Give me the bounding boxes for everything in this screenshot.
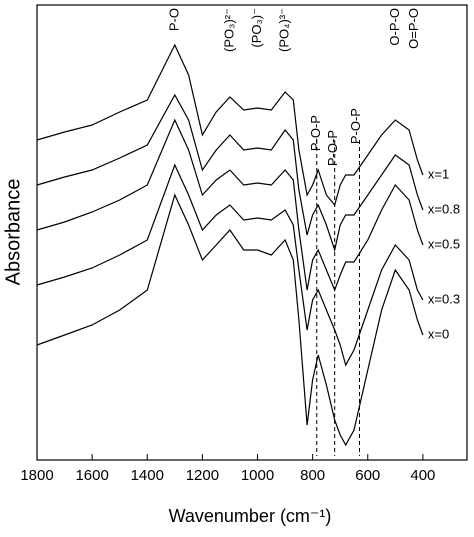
- series-label: x=0.8: [428, 201, 460, 216]
- x-tick-label: 1000: [241, 467, 274, 484]
- annotation: (PO₃)²⁻: [221, 8, 236, 52]
- annotation: P-O-P: [348, 108, 363, 144]
- annotation: O=P-O: [406, 8, 421, 49]
- spectrum-line: [36, 163, 424, 367]
- x-tick-label: 1600: [75, 467, 108, 484]
- annotation: P-O-P: [308, 115, 323, 151]
- annotation: P-O-P: [325, 130, 340, 166]
- spectrum-line: [36, 43, 424, 207]
- series-label: x=0.5: [428, 236, 460, 251]
- y-axis-label: Absorbance: [2, 179, 24, 286]
- series-label: x=0.3: [428, 291, 460, 306]
- spectrum-line: [36, 193, 424, 447]
- x-axis-label: Wavenumber (cm⁻¹): [169, 506, 332, 526]
- plot-frame: [36, 4, 468, 461]
- annotation: O-P-O: [387, 8, 402, 46]
- spectrum-line: [36, 118, 424, 292]
- x-tick-label: 1400: [131, 467, 164, 484]
- series-label: x=0: [428, 326, 449, 341]
- x-tick-label: 1800: [20, 467, 53, 484]
- annotation: P-O: [166, 8, 181, 31]
- spectrum-line: [36, 93, 424, 253]
- x-tick-label: 800: [300, 467, 325, 484]
- x-tick-label: 400: [410, 467, 435, 484]
- x-tick-label: 600: [355, 467, 380, 484]
- series-label: x=1: [428, 166, 449, 181]
- annotation: (PO₃)⁻: [249, 8, 264, 48]
- x-tick-label: 1200: [186, 467, 219, 484]
- annotation: (PO₄)³⁻: [277, 8, 292, 52]
